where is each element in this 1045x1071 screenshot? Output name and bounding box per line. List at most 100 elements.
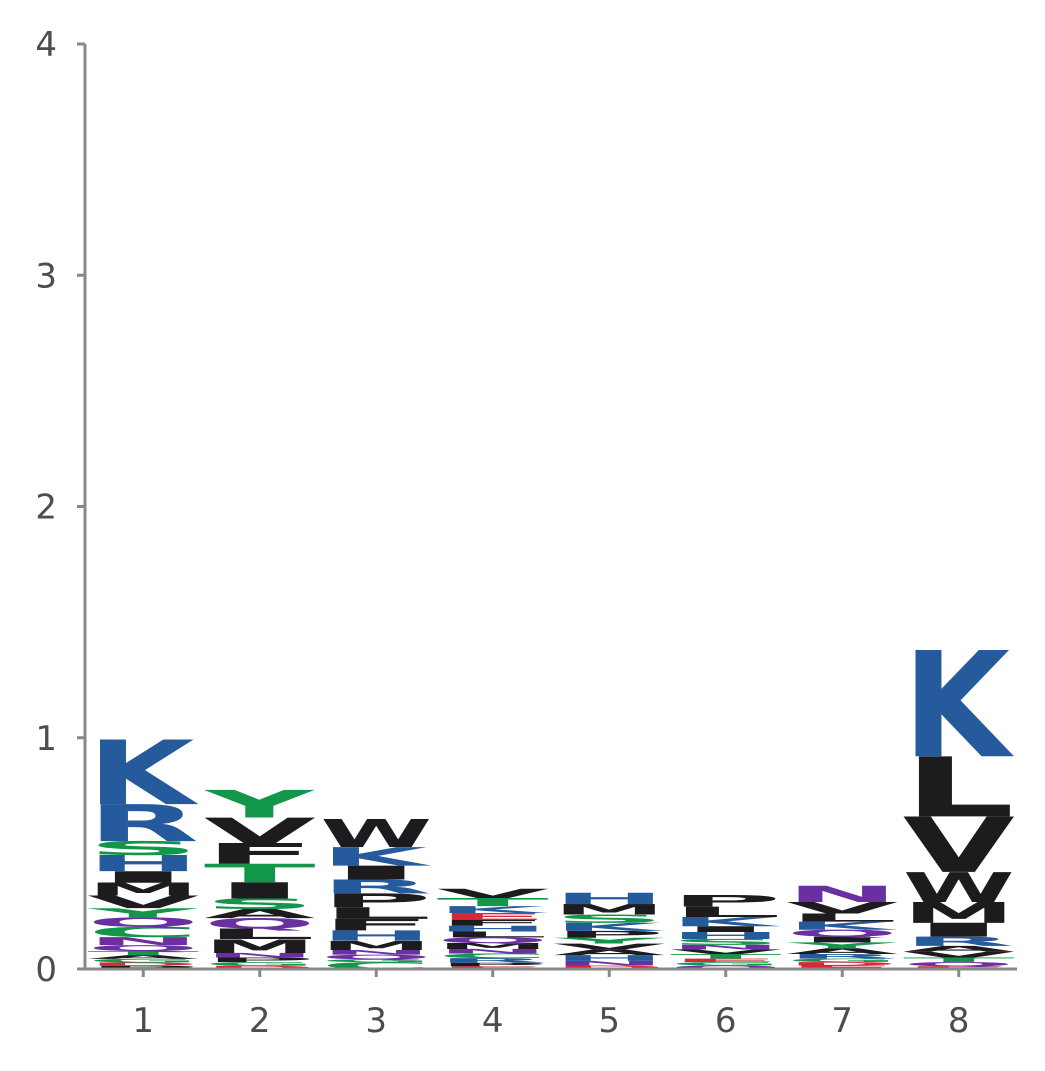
logo-letter-k: K [320,842,431,871]
logo-letter-q: Q [204,915,316,932]
x-tick-label: 4 [482,1001,504,1041]
logo-letter-m: M [87,879,199,899]
logo-letter-n: N [437,948,549,955]
logo-letter-m: M [204,935,316,957]
logo-letter-h: H [553,890,665,908]
y-tick-label: 0 [35,950,57,990]
logo-letter-g: G [87,958,199,964]
logo-letter-h: H [553,954,665,963]
logo-letter-k: K [903,622,1015,791]
logo-letter-n: N [204,952,316,959]
logo-letter-l: L [204,926,316,943]
logo-letter-p: P [553,929,665,940]
logo-letter-n: N [786,881,898,907]
logo-letter-a: A [786,947,898,956]
logo-letter-h: H [320,928,432,945]
logo-letter-r: R [903,934,1015,949]
logo-letter-k: K [786,920,897,933]
logo-letter-f: F [320,916,432,934]
logo-letter-f: F [204,837,316,870]
logo-letter-k: K [87,722,199,825]
logo-letters: PDGATQNCQYVMIHSRKDGPNMLQASITFVYCGQNMHFLP… [86,622,1015,972]
x-tick-label: 5 [598,1001,620,1041]
logo-letter-v: V [903,802,1015,890]
logo-letter-l: L [437,930,549,939]
logo-letter-t: T [670,953,782,960]
logo-letter-i: I [320,862,432,884]
logo-letter-h: H [437,924,549,933]
logo-letter-n: N [670,944,782,951]
logo-letter-a: A [87,954,199,960]
logo-letter-l: L [670,904,782,921]
logo-letter-v: V [903,950,1015,959]
logo-letter-r: R [437,957,549,964]
logo-letter-v: V [87,892,199,912]
logo-letter-y: Y [552,936,665,945]
y-tick-label: 3 [35,256,57,296]
logo-letter-p: P [670,892,782,911]
logo-letter-g: G [204,961,316,967]
logo-letter-c: C [87,924,199,941]
logo-letter-i: I [786,935,898,944]
logo-letter-i: I [204,878,316,904]
logo-letter-v: V [553,942,665,951]
logo-letter-g: G [786,958,898,964]
logo-letter-p: P [204,956,316,963]
logo-letter-d: D [553,965,665,970]
logo-letter-v: V [204,810,316,851]
x-tick-label: 1 [132,1001,154,1041]
logo-letter-v: V [786,899,898,917]
logo-letter-p: P [437,962,549,968]
x-tick-label: 7 [831,1001,853,1041]
logo-letter-n: N [87,935,199,948]
logo-letter-q: Q [670,965,782,971]
logo-letter-i: I [87,868,199,886]
y-tick-label: 4 [35,25,57,65]
logo-letter-l: L [320,904,432,922]
x-tick-label: 6 [715,1001,737,1041]
logo-letter-a: A [553,948,665,957]
logo-letter-g: G [670,961,782,967]
logo-letter-t: T [87,950,199,957]
logo-letter-y: Y [203,782,315,826]
logo-letter-y: Y [785,941,898,950]
logo-letter-k: K [437,904,548,915]
logo-letter-q: Q [903,961,1015,968]
y-axis-ticks: 0 1 2 3 4 [35,25,85,990]
logo-letter-d: D [87,962,199,967]
x-axis-ticks: 1 2 3 4 5 6 7 8 [132,969,970,1041]
logo-letter-y: Y [86,906,199,921]
x-tick-label: 2 [249,1001,271,1041]
logo-letter-m: M [903,897,1015,930]
logo-letter-s: S [204,896,316,913]
logo-letter-p: P [320,890,432,912]
logo-letter-t: T [903,956,1015,963]
y-tick-label: 2 [35,488,57,528]
logo-letter-r: R [87,794,199,853]
logo-letter-q: Q [786,928,898,939]
logo-letter-a: A [204,907,316,922]
logo-letter-s: S [670,937,782,946]
logo-letter-c: C [320,960,432,971]
logo-letter-g: G [320,959,432,963]
logo-letter-q: Q [87,915,199,930]
logo-letter-v: V [437,886,549,901]
logo-letter-q: Q [437,936,549,945]
logo-letter-k: K [553,921,664,934]
logo-letter-k: K [670,915,781,930]
logo-letter-w: W [903,864,1015,912]
logo-letter-s: S [87,837,199,859]
logo-letter-m: M [553,901,665,918]
logo-letter-f: F [437,918,549,927]
logo-letter-n: N [320,949,432,956]
logo-letter-e: E [437,911,549,922]
logo-letter-i: I [903,919,1015,941]
logo-letter-c: C [437,952,549,959]
x-tick-label: 3 [365,1001,387,1041]
logo-letter-h: H [87,851,199,877]
logo-letter-v: V [670,948,782,955]
logo-letter-m: M [437,942,549,951]
logo-letter-n: N [553,960,665,967]
logo-letter-t: T [437,896,549,909]
